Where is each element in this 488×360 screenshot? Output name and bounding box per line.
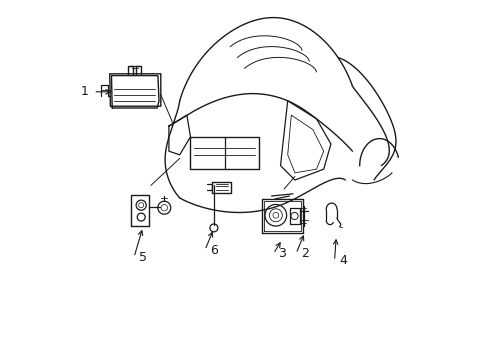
Text: 3: 3 xyxy=(278,247,285,260)
Text: 6: 6 xyxy=(209,244,217,257)
Text: 4: 4 xyxy=(339,255,347,267)
Text: 5: 5 xyxy=(139,251,147,264)
Text: 1: 1 xyxy=(80,85,88,98)
Text: 2: 2 xyxy=(301,247,308,260)
